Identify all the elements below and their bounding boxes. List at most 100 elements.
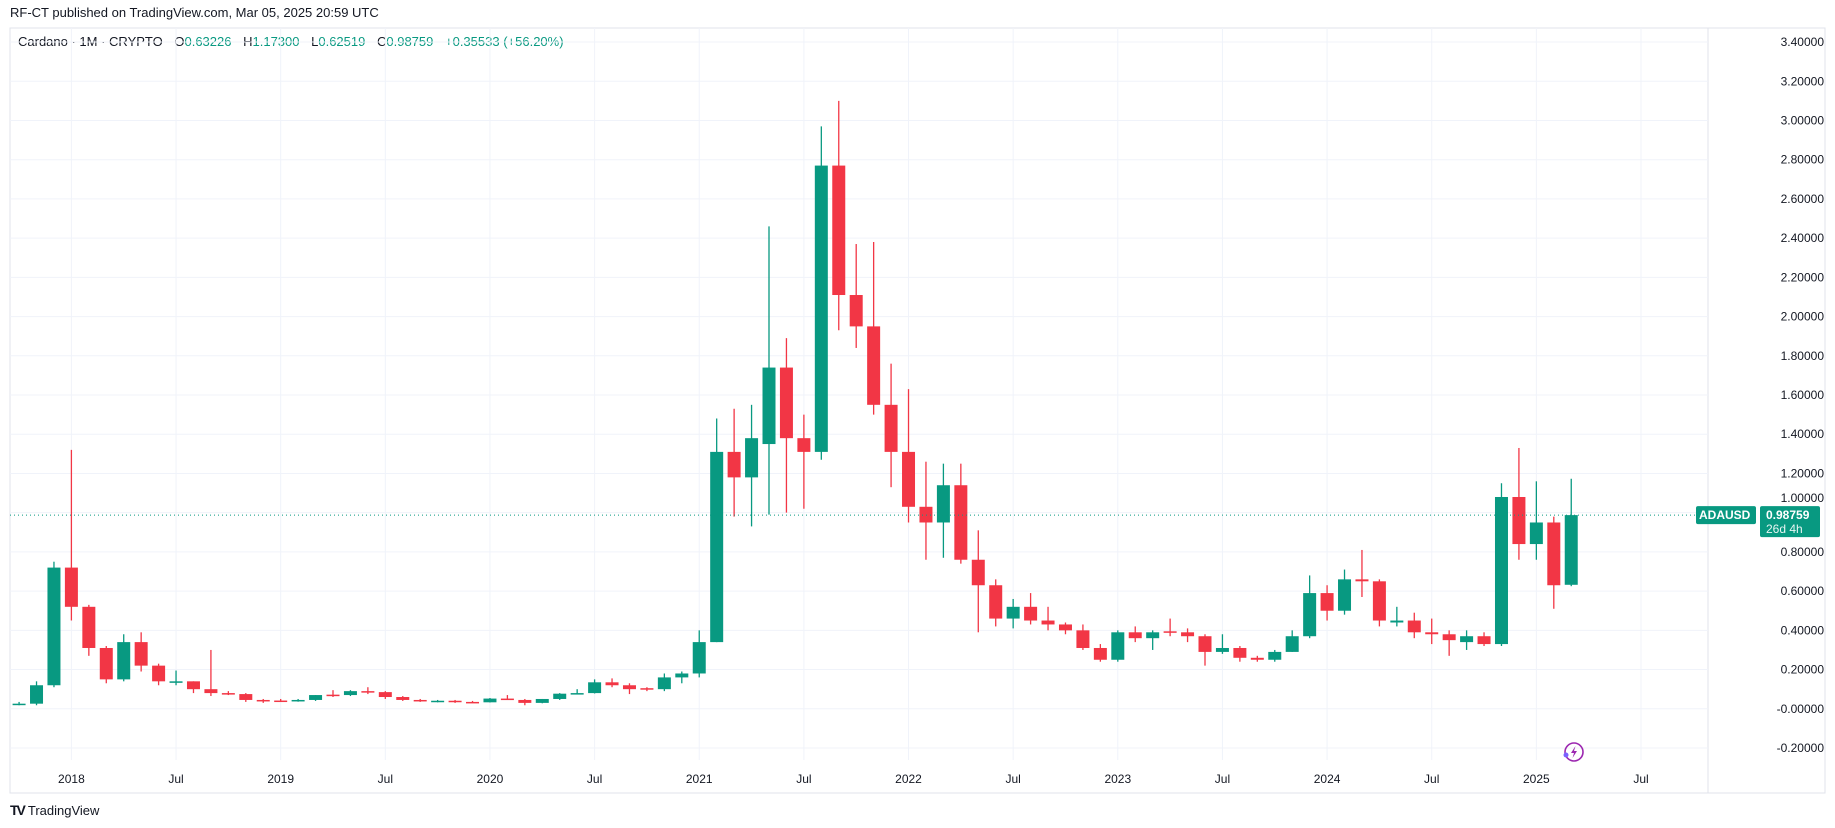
candle-body	[500, 698, 514, 701]
candle-body	[814, 165, 828, 452]
time-tick-label: Jul	[1424, 772, 1439, 786]
time-tick-label: Jul	[796, 772, 811, 786]
open-label: O	[174, 34, 185, 49]
candle-body	[1407, 620, 1421, 633]
candle	[169, 670, 183, 686]
price-tick-label: -0.20000	[1777, 741, 1825, 755]
candle	[832, 100, 846, 331]
high-value: 1.17300	[252, 34, 300, 49]
time-tick-label: 2025	[1523, 772, 1550, 786]
candle-body	[867, 326, 881, 405]
candle	[1006, 598, 1020, 629]
candle	[256, 698, 270, 703]
candle-body	[1076, 630, 1090, 648]
candle-body	[727, 451, 741, 478]
candle	[1041, 606, 1055, 631]
price-tick-label: 0.60000	[1781, 584, 1825, 598]
brand-name: TradingView	[27, 802, 100, 818]
candle-body	[971, 559, 985, 586]
time-tick-label: Jul	[1005, 772, 1020, 786]
candle-body	[326, 694, 340, 697]
candle-body	[291, 699, 305, 702]
candle	[762, 226, 776, 515]
candle	[204, 649, 218, 697]
candle-body	[884, 404, 898, 452]
time-tick-label: 2024	[1314, 772, 1341, 786]
candle	[186, 681, 200, 694]
countdown-tag: 26d 4h	[1766, 522, 1803, 536]
candle	[378, 691, 392, 699]
candle	[779, 338, 793, 513]
candle	[1163, 618, 1177, 637]
candle	[361, 687, 375, 695]
candle-body	[64, 567, 78, 607]
candle	[413, 698, 427, 702]
candle-body	[570, 693, 584, 695]
candle	[1215, 634, 1229, 654]
symbol-tag-bg	[1696, 506, 1756, 525]
candle-body	[1268, 651, 1282, 660]
candle-body	[954, 485, 968, 560]
tradingview-logo[interactable]: TV TradingView	[10, 802, 99, 818]
candle	[343, 690, 357, 697]
time-axis[interactable]: 2018 Jul 2019 Jul 2020 Jul 2021 Jul 2022 Jul 2023 J…	[58, 772, 1649, 786]
price-tick-label: 1.00000	[1781, 491, 1825, 505]
candle	[1564, 478, 1578, 587]
candle-body	[1041, 620, 1055, 625]
candle	[1320, 585, 1334, 621]
candle-body	[553, 693, 567, 699]
candle-body	[466, 701, 480, 704]
candle	[535, 698, 549, 704]
candle-body	[1128, 632, 1142, 639]
candle	[64, 449, 78, 621]
candle-body	[1233, 647, 1247, 658]
lightning-alert-icon[interactable]	[1563, 742, 1584, 762]
candle-body	[1163, 631, 1177, 633]
candle-body	[1093, 647, 1107, 660]
candle	[1146, 630, 1160, 650]
candle-body	[657, 677, 671, 690]
price-tick-label: 1.80000	[1781, 349, 1825, 363]
candle-body	[1320, 593, 1334, 611]
time-tick-label: 2018	[58, 772, 85, 786]
candle	[622, 683, 636, 695]
candle	[1390, 606, 1404, 627]
candle	[152, 663, 166, 686]
candle	[936, 463, 950, 558]
candle	[1547, 516, 1561, 609]
symbol-info[interactable]: Cardano · 1M · CRYPTO	[18, 34, 163, 49]
price-tick-label: -0.00000	[1777, 702, 1825, 716]
candle-body	[431, 700, 445, 703]
candle-body	[622, 685, 636, 690]
candle	[1372, 579, 1386, 627]
candle-body	[849, 295, 863, 327]
candle	[1250, 655, 1264, 662]
candle-body	[605, 682, 619, 686]
candle-body	[1390, 620, 1404, 623]
candle	[1111, 630, 1125, 662]
publish-line: RF-CT published on TradingView.com, Mar …	[10, 5, 379, 20]
candle-body	[1181, 632, 1195, 637]
candle	[1494, 483, 1508, 647]
candle	[326, 690, 340, 698]
candle	[902, 389, 916, 523]
price-tick-label: 2.40000	[1781, 231, 1825, 245]
candle	[675, 671, 689, 684]
candle-body	[221, 693, 235, 695]
candle-body	[47, 567, 61, 686]
candle	[989, 579, 1003, 627]
candle-body	[1442, 634, 1456, 641]
candle-body	[117, 642, 131, 680]
candle	[1338, 569, 1352, 615]
candle-body	[1198, 636, 1212, 652]
candle	[867, 242, 881, 415]
candle-body	[1338, 579, 1352, 611]
price-axis[interactable]: 3.40000 3.20000 3.00000 2.80000 2.60000 2.400…	[1777, 35, 1825, 755]
candle	[500, 695, 514, 701]
candle	[692, 630, 706, 678]
candle-body	[99, 647, 113, 680]
candle	[448, 699, 462, 703]
candle	[221, 691, 235, 696]
chart-frame	[9, 27, 1826, 794]
